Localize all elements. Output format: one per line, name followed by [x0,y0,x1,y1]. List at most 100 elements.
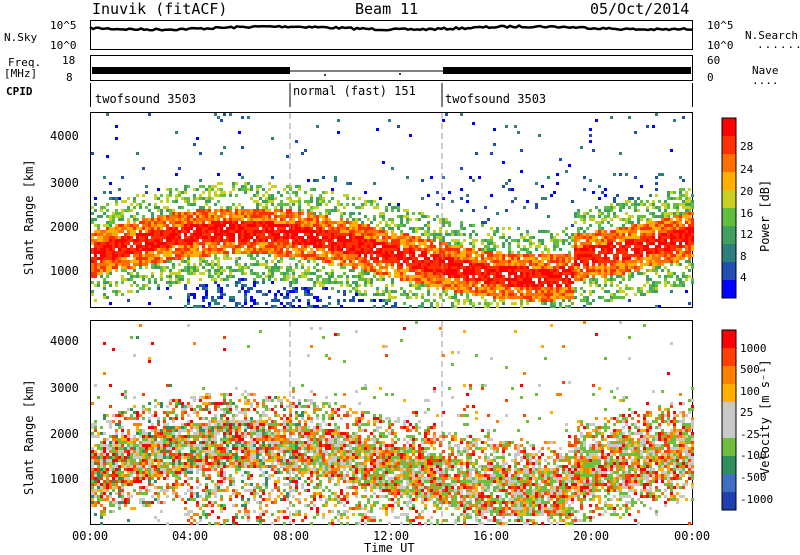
range-cell [559,239,562,242]
range-cell [685,248,688,251]
range-cell [325,245,328,248]
range-cell [409,290,412,293]
range-cell [301,257,304,260]
range-cell [232,230,235,233]
range-cell [166,251,169,254]
range-cell [223,194,226,197]
range-cell [241,230,244,233]
range-cell [601,257,604,260]
range-cell [685,191,688,194]
range-cell [163,215,166,218]
range-cell [310,206,313,209]
range-cell [358,230,361,233]
range-cell [394,206,397,209]
range-cell [334,281,337,284]
range-cell [388,260,391,263]
range-cell [379,266,382,269]
range-cell [121,438,124,441]
power-ytick-1000: 1000 [50,265,79,277]
range-cell [187,209,190,212]
range-cell [673,230,676,233]
range-cell [382,278,385,281]
range-cell [403,239,406,242]
range-cell [676,254,679,257]
range-cell [352,230,355,233]
range-cell [370,251,373,254]
range-cell [310,287,313,290]
range-cell [406,251,409,254]
range-cell [451,245,454,248]
range-cell [514,281,517,284]
range-cell [481,224,484,227]
range-cell [325,191,328,194]
range-cell [112,236,115,239]
range-cell [577,278,580,281]
range-cell [619,269,622,272]
range-cell [661,212,664,215]
range-cell [523,281,526,284]
range-cell [535,287,538,290]
range-cell [379,239,382,242]
range-cell [283,287,286,290]
range-cell [232,233,235,236]
range-cell [238,290,241,293]
range-cell [325,251,328,254]
range-cell [433,245,436,248]
range-cell [631,263,634,266]
range-cell [574,257,577,260]
range-cell [622,251,625,254]
range-cell [433,266,436,269]
range-cell [103,342,106,345]
range-cell [331,260,334,263]
range-cell [670,224,673,227]
range-cell [427,299,430,302]
range-cell [142,257,145,260]
range-cell [649,224,652,227]
range-cell [604,248,607,251]
range-cell [634,254,637,257]
range-cell [445,218,448,221]
range-cell [619,266,622,269]
range-cell [130,248,133,251]
range-cell [238,233,241,236]
range-cell [340,233,343,236]
range-cell [187,299,190,302]
range-cell [151,248,154,251]
range-cell [205,236,208,239]
range-cell [418,305,421,308]
range-cell [154,245,157,248]
range-cell [385,236,388,239]
range-cell [673,119,676,122]
range-cell [208,224,211,227]
range-cell [427,266,430,269]
range-cell [364,236,367,239]
range-cell [124,233,127,236]
range-cell [427,260,430,263]
range-cell [589,269,592,272]
range-cell [670,242,673,245]
range-cell [529,281,532,284]
range-cell [433,284,436,287]
range-cell [619,206,622,209]
range-cell [124,501,127,504]
range-cell [472,281,475,284]
range-cell [157,257,160,260]
range-cell [178,263,181,266]
range-cell [511,254,514,257]
range-cell [91,152,94,155]
range-cell [280,209,283,212]
range-cell [163,206,166,209]
range-cell [181,197,184,200]
range-cell [268,254,271,257]
range-cell [361,257,364,260]
range-cell [310,233,313,236]
range-cell [565,257,568,260]
colorbar-swatch [722,118,736,137]
range-cell [634,239,637,242]
range-cell [454,299,457,302]
range-cell [130,465,133,468]
range-cell [340,203,343,206]
range-cell [121,495,124,498]
range-cell [469,236,472,239]
range-cell [157,206,160,209]
